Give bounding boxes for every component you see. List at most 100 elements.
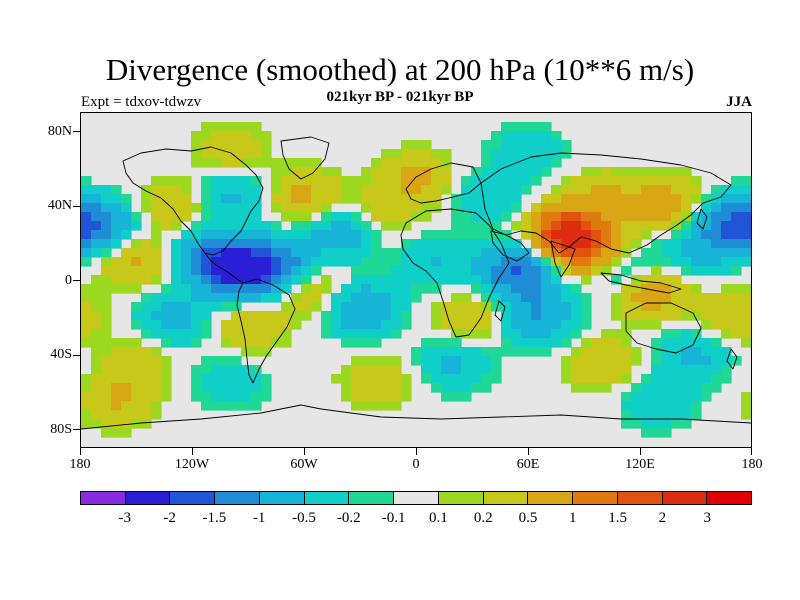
field-cell	[141, 266, 152, 276]
field-cell	[141, 401, 152, 411]
field-cell	[641, 293, 652, 303]
field-cell	[231, 212, 242, 222]
field-cell	[621, 221, 632, 231]
field-cell	[201, 176, 212, 186]
field-cell	[281, 338, 292, 348]
field-cell	[671, 356, 682, 366]
field-cell	[371, 158, 382, 168]
field-cell	[651, 167, 662, 177]
field-cell	[631, 257, 642, 267]
field-cell	[81, 257, 92, 267]
field-cell	[441, 374, 452, 384]
field-cell	[541, 230, 552, 240]
field-cell	[721, 221, 732, 231]
field-cell	[561, 239, 572, 249]
field-cell	[81, 302, 92, 312]
field-cell	[221, 275, 232, 285]
field-cell	[121, 338, 132, 348]
field-cell	[231, 140, 242, 150]
field-cell	[101, 374, 112, 384]
field-cell	[731, 329, 742, 339]
field-cell	[461, 221, 472, 231]
field-cell	[241, 338, 252, 348]
field-cell	[691, 329, 702, 339]
field-cell	[101, 428, 112, 438]
field-cell	[91, 365, 102, 375]
colorbar-label: -0.5	[292, 510, 316, 526]
field-cell	[551, 248, 562, 258]
field-cell	[691, 221, 702, 231]
field-cell	[321, 176, 332, 186]
field-cell	[341, 383, 352, 393]
field-cell	[571, 185, 582, 195]
field-cell	[221, 131, 232, 141]
field-cell	[581, 356, 592, 366]
field-cell	[451, 221, 462, 231]
field-cell	[371, 338, 382, 348]
field-cell	[131, 383, 142, 393]
field-cell	[231, 302, 242, 312]
field-cell	[481, 302, 492, 312]
field-cell	[421, 257, 432, 267]
field-cell	[561, 266, 572, 276]
field-cell	[621, 212, 632, 222]
field-cell	[101, 338, 112, 348]
field-cell	[171, 257, 182, 267]
field-cell	[271, 275, 282, 285]
field-cell	[121, 257, 132, 267]
field-cell	[101, 347, 112, 357]
field-cell	[201, 149, 212, 159]
field-cell	[361, 239, 372, 249]
field-cell	[621, 194, 632, 204]
field-cell	[381, 266, 392, 276]
field-cell	[741, 293, 751, 303]
field-cell	[151, 347, 162, 357]
field-cell	[291, 167, 302, 177]
field-cell	[101, 221, 112, 231]
field-cell	[131, 392, 142, 402]
field-cell	[251, 194, 262, 204]
field-cell	[161, 176, 172, 186]
field-cell	[491, 221, 502, 231]
field-cell	[231, 293, 242, 303]
field-cell	[311, 185, 322, 195]
field-cell	[291, 302, 302, 312]
field-cell	[431, 194, 442, 204]
field-cell	[681, 347, 692, 357]
field-cell	[701, 338, 712, 348]
field-cell	[611, 365, 622, 375]
field-cell	[151, 365, 162, 375]
field-cell	[101, 257, 112, 267]
field-cell	[351, 356, 362, 366]
field-cell	[101, 293, 112, 303]
field-cell	[541, 122, 552, 132]
field-cell	[481, 329, 492, 339]
field-cell	[511, 248, 522, 258]
field-cell	[611, 212, 622, 222]
field-cell	[671, 347, 682, 357]
field-cell	[341, 293, 352, 303]
field-cell	[511, 266, 522, 276]
field-cell	[621, 338, 632, 348]
field-cell	[261, 311, 272, 321]
field-cell	[381, 356, 392, 366]
field-cell	[161, 329, 172, 339]
field-cell	[261, 149, 272, 159]
field-cell	[511, 338, 522, 348]
field-cell	[241, 284, 252, 294]
field-cell	[671, 338, 682, 348]
field-cell	[381, 365, 392, 375]
colorbar-label: -1.5	[202, 510, 227, 526]
field-cell	[411, 356, 422, 366]
colorbar-label: 0.1	[429, 510, 448, 526]
field-cell	[121, 212, 132, 222]
field-cell	[551, 275, 562, 285]
field-cell	[451, 293, 462, 303]
field-cell	[191, 248, 202, 258]
field-cell	[711, 347, 722, 357]
field-cell	[341, 302, 352, 312]
field-cell	[431, 338, 442, 348]
field-cell	[601, 248, 612, 258]
field-cell	[301, 293, 312, 303]
field-cell	[741, 257, 751, 267]
